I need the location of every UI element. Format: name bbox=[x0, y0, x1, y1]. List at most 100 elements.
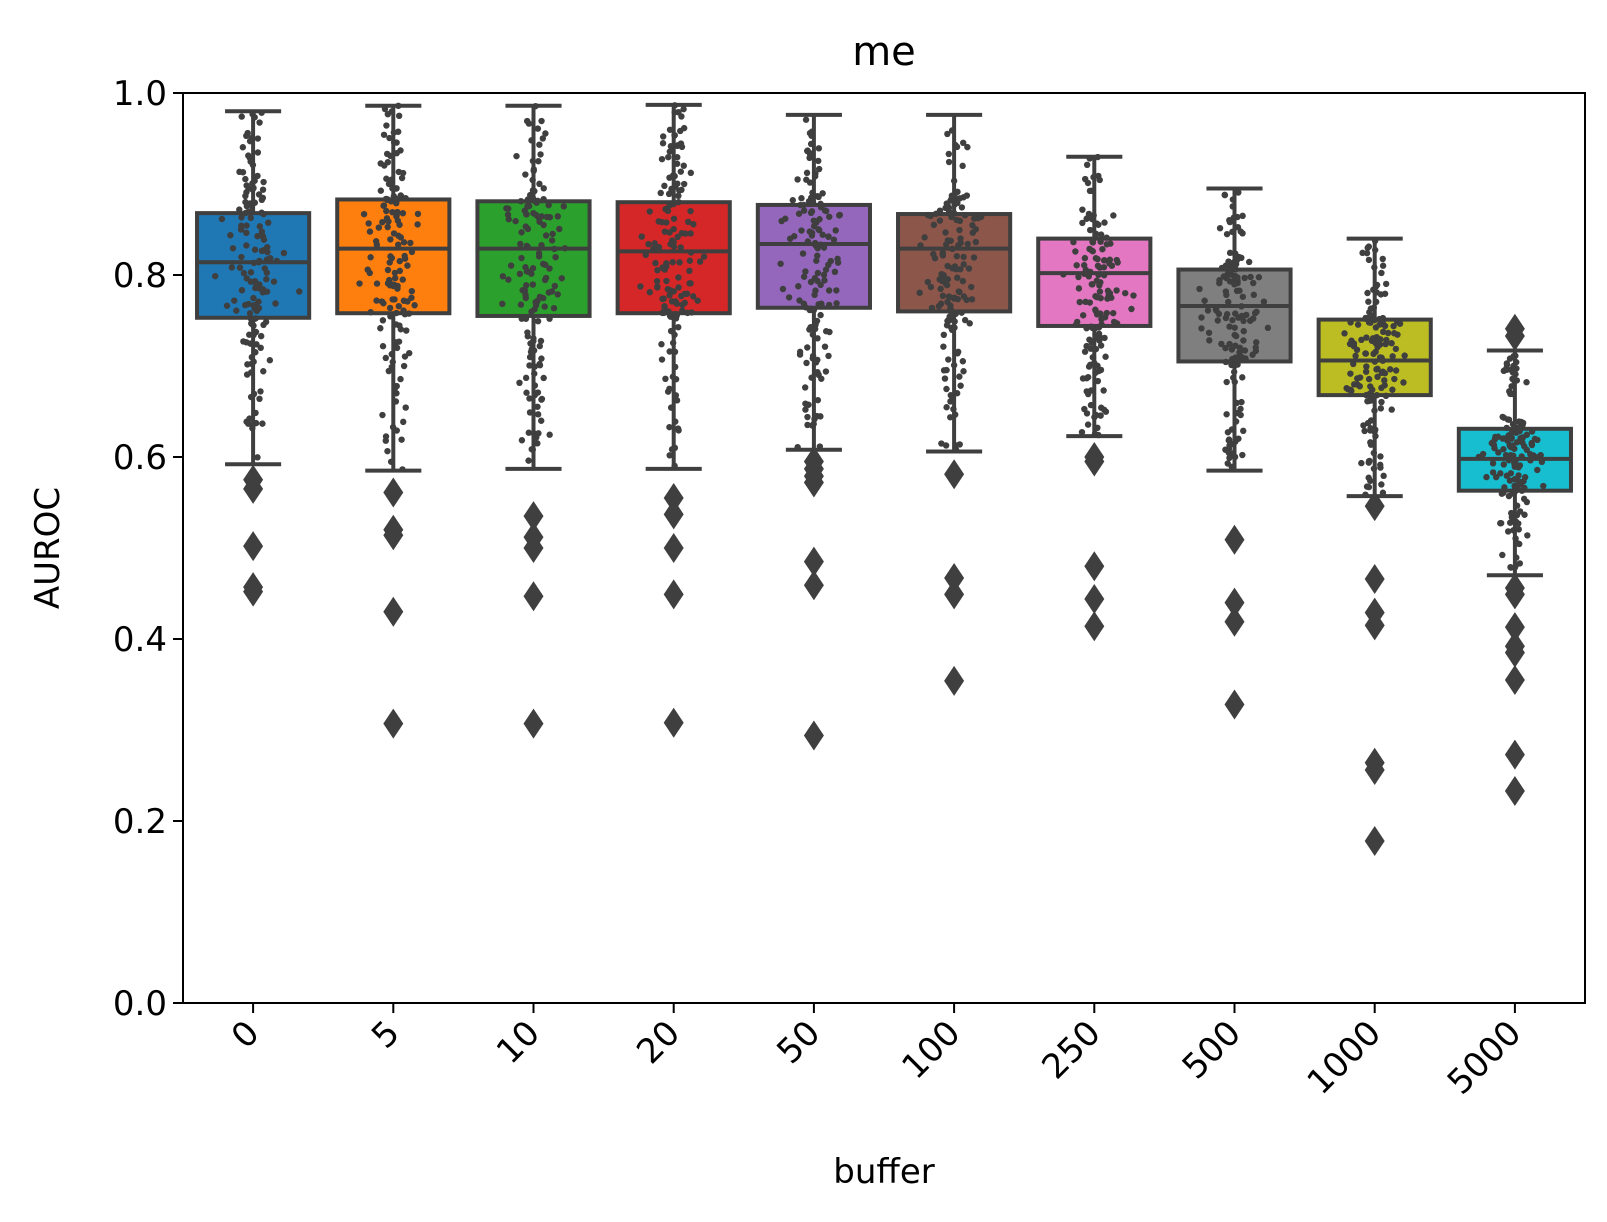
swarm-point bbox=[658, 356, 666, 363]
x-tick-label: 1000 bbox=[1300, 1013, 1389, 1102]
swarm-point bbox=[1226, 217, 1233, 224]
swarm-point bbox=[242, 175, 249, 183]
swarm-point bbox=[1371, 407, 1378, 414]
swarm-point bbox=[542, 130, 549, 137]
swarm-point bbox=[1223, 291, 1230, 299]
swarm-point bbox=[1380, 472, 1387, 480]
swarm-point bbox=[248, 320, 255, 327]
swarm-point bbox=[1079, 375, 1087, 382]
swarm-point bbox=[1504, 416, 1512, 423]
swarm-point bbox=[1370, 315, 1377, 322]
swarm-point bbox=[526, 362, 533, 369]
swarm-point bbox=[1075, 273, 1082, 281]
swarm-point bbox=[1400, 379, 1407, 386]
swarm-point bbox=[1097, 231, 1105, 238]
swarm-point bbox=[1356, 374, 1364, 381]
x-tick-label: 500 bbox=[1175, 1013, 1249, 1087]
swarm-point bbox=[236, 206, 243, 213]
swarm-point bbox=[1089, 237, 1096, 244]
swarm-point bbox=[1239, 212, 1246, 220]
swarm-point bbox=[1515, 526, 1522, 533]
swarm-point bbox=[1371, 246, 1379, 254]
swarm-point bbox=[686, 267, 693, 275]
swarm-point bbox=[655, 218, 662, 225]
swarm-point bbox=[517, 240, 524, 248]
swarm-point bbox=[529, 176, 536, 184]
swarm-point bbox=[540, 221, 547, 229]
swarm-point bbox=[669, 339, 677, 347]
swarm-point bbox=[637, 283, 644, 290]
swarm-point bbox=[1094, 255, 1101, 263]
swarm-point bbox=[826, 213, 833, 220]
swarm-point bbox=[956, 195, 964, 202]
swarm-point bbox=[667, 404, 675, 411]
swarm-point bbox=[257, 332, 265, 340]
swarm-point bbox=[1072, 321, 1080, 328]
swarm-point bbox=[387, 198, 395, 205]
swarm-point bbox=[948, 210, 956, 217]
swarm-point bbox=[1363, 334, 1370, 341]
outlier-marker bbox=[1504, 612, 1525, 643]
swarm-point bbox=[806, 306, 813, 314]
swarm-point bbox=[530, 166, 538, 173]
swarm-point bbox=[816, 216, 823, 223]
swarm-point bbox=[296, 288, 303, 295]
swarm-point bbox=[399, 276, 406, 283]
swarm-point bbox=[384, 158, 392, 166]
swarm-point bbox=[679, 307, 686, 314]
swarm-point bbox=[1378, 481, 1385, 488]
swarm-point bbox=[1110, 309, 1117, 317]
swarm-point bbox=[687, 207, 694, 215]
swarm-point bbox=[395, 302, 403, 310]
swarm-point bbox=[661, 266, 668, 273]
swarm-point bbox=[247, 158, 254, 165]
swarm-point bbox=[815, 157, 822, 165]
swarm-point bbox=[808, 232, 816, 239]
swarm-point bbox=[377, 160, 384, 167]
swarm-point bbox=[536, 141, 543, 148]
swarm-point bbox=[810, 217, 818, 224]
swarm-point bbox=[803, 359, 810, 367]
swarm-point bbox=[684, 309, 691, 317]
swarm-point bbox=[1347, 319, 1354, 326]
outlier-marker bbox=[1224, 587, 1245, 618]
swarm-point bbox=[1088, 339, 1095, 346]
swarm-point bbox=[1206, 337, 1213, 344]
swarm-points bbox=[1475, 352, 1547, 571]
swarm-point bbox=[380, 300, 387, 307]
swarm-point bbox=[243, 132, 250, 140]
swarm-point bbox=[1508, 383, 1515, 390]
swarm-point bbox=[556, 225, 563, 233]
swarm-point bbox=[399, 169, 407, 177]
swarm-point bbox=[1369, 335, 1377, 342]
swarm-point bbox=[522, 223, 529, 230]
swarm-point bbox=[1201, 297, 1208, 304]
x-tick-label: 5000 bbox=[1440, 1013, 1529, 1102]
swarm-point bbox=[972, 238, 980, 246]
swarm-point bbox=[945, 293, 953, 300]
swarm-point bbox=[940, 343, 947, 350]
swarm-point bbox=[682, 230, 689, 237]
swarm-point bbox=[661, 182, 668, 190]
swarm-point bbox=[525, 120, 533, 127]
swarm-point bbox=[523, 389, 530, 396]
swarm-point bbox=[1106, 260, 1113, 267]
swarm-point bbox=[379, 411, 386, 419]
chart-title: me bbox=[852, 29, 916, 75]
swarm-point bbox=[1103, 234, 1110, 241]
swarm-point bbox=[809, 189, 816, 196]
swarm-point bbox=[1373, 298, 1380, 306]
swarm-point bbox=[685, 218, 692, 226]
swarm-point bbox=[1372, 432, 1379, 440]
swarm-point bbox=[395, 112, 403, 120]
swarm-point bbox=[507, 262, 515, 269]
swarm-point bbox=[1087, 226, 1094, 234]
swarm-point bbox=[1245, 258, 1253, 266]
swarm-point bbox=[1231, 378, 1238, 386]
swarm-point bbox=[400, 418, 407, 426]
swarm-point bbox=[809, 355, 816, 362]
swarm-point bbox=[404, 262, 411, 269]
swarm-point bbox=[239, 144, 247, 151]
swarm-point bbox=[814, 193, 821, 200]
outlier-marker bbox=[803, 570, 824, 601]
